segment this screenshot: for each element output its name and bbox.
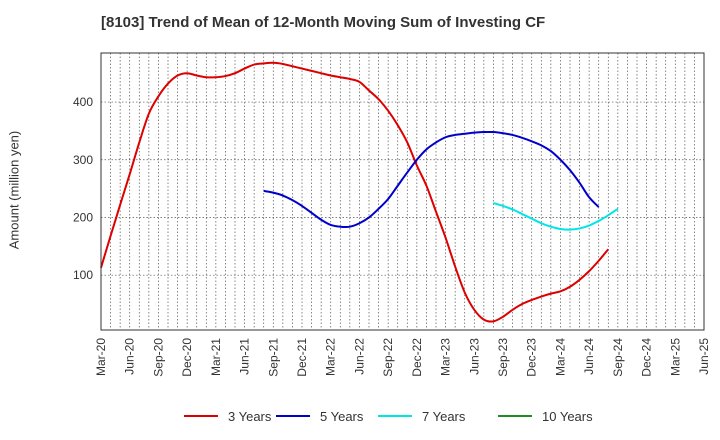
legend-item: 10 Years: [498, 406, 593, 426]
x-tick-label: Mar-22: [324, 338, 338, 376]
series-line-3: [493, 202, 619, 231]
x-tick-label: Sep-23: [496, 338, 510, 377]
plot-area: [101, 53, 704, 330]
legend-label: 5 Years: [320, 408, 364, 424]
series-lines: [100, 61, 619, 323]
legend-label: 3 Years: [228, 408, 272, 424]
legend-item: 3 Years: [184, 406, 271, 426]
x-tick-label: Dec-20: [180, 338, 194, 377]
legend: 3 Years 5 Years 7 Years 10 Years: [0, 406, 720, 426]
x-tick-labels: Mar-20 Jun-20 Sep-20 Dec-20 Mar-21 Jun-21 Sep-…: [94, 338, 711, 377]
y-tick-label: 400: [73, 95, 93, 109]
x-tick-label: Jun-24: [582, 338, 596, 375]
plot-border: [100, 52, 705, 331]
legend-swatch: [184, 415, 218, 417]
legend-swatch: [498, 415, 532, 417]
x-tick-label: Sep-24: [611, 338, 625, 377]
y-tick-labels: 100 200 300 400: [73, 95, 93, 282]
x-tick-label: Sep-21: [266, 338, 280, 377]
series-line-2: [263, 130, 600, 229]
legend-label: 10 Years: [542, 408, 593, 424]
chart-title: [8103] Trend of Mean of 12-Month Moving …: [101, 14, 546, 31]
legend-label: 7 Years: [422, 408, 466, 424]
x-tick-label: Mar-25: [668, 338, 682, 376]
x-tick-label: Jun-20: [123, 338, 137, 375]
x-tick-label: Mar-24: [553, 338, 567, 376]
x-tick-label: Mar-20: [94, 338, 108, 376]
y-tick-label: 200: [73, 210, 93, 224]
legend-swatch: [276, 415, 310, 417]
x-tick-label: Mar-21: [209, 338, 223, 376]
x-tick-label: Dec-22: [410, 338, 424, 377]
y-tick-label: 100: [73, 268, 93, 282]
x-tick-label: Jun-25: [697, 338, 711, 375]
x-tick-label: Mar-23: [439, 338, 453, 376]
x-tick-label: Jun-23: [467, 338, 481, 375]
x-tick-label: Dec-24: [640, 338, 654, 377]
y-tick-label: 300: [73, 153, 93, 167]
x-tick-label: Jun-21: [238, 338, 252, 375]
x-tick-label: Dec-21: [295, 338, 309, 377]
x-tick-label: Sep-20: [151, 338, 165, 377]
x-tick-label: Sep-22: [381, 338, 395, 377]
legend-item: 7 Years: [378, 406, 465, 426]
legend-swatch: [378, 415, 412, 417]
x-tick-label: Dec-23: [525, 338, 539, 377]
series-line-1: [100, 61, 610, 323]
x-tick-label: Jun-22: [352, 338, 366, 375]
legend-item: 5 Years: [276, 406, 363, 426]
